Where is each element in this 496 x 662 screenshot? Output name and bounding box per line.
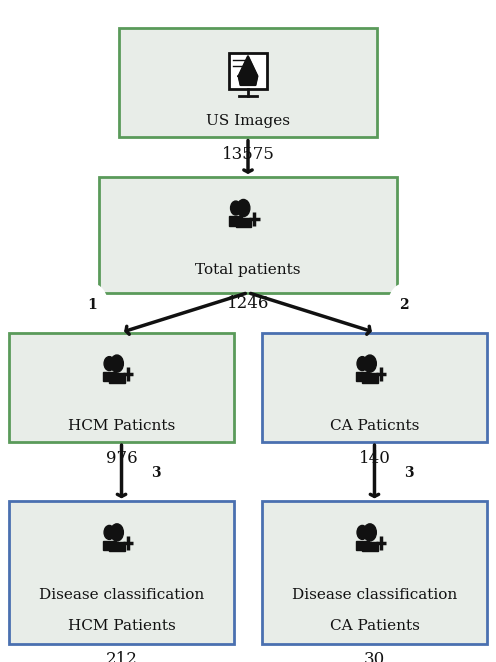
Circle shape	[357, 357, 368, 371]
Circle shape	[357, 526, 368, 540]
Polygon shape	[356, 372, 369, 381]
Circle shape	[394, 453, 424, 493]
FancyBboxPatch shape	[119, 28, 377, 138]
Circle shape	[111, 355, 124, 372]
Text: 3: 3	[151, 466, 161, 481]
Text: Disease classification: Disease classification	[292, 588, 457, 602]
Text: CA Paticnts: CA Paticnts	[330, 419, 419, 433]
Text: HCM Patients: HCM Patients	[67, 620, 176, 634]
Circle shape	[141, 453, 171, 493]
FancyBboxPatch shape	[229, 53, 267, 89]
Polygon shape	[362, 373, 377, 383]
Text: 2: 2	[399, 297, 409, 312]
Polygon shape	[362, 542, 377, 551]
Text: Disease classification: Disease classification	[39, 588, 204, 602]
Text: Total patients: Total patients	[195, 263, 301, 277]
FancyBboxPatch shape	[8, 333, 235, 442]
Circle shape	[77, 285, 107, 324]
Text: 140: 140	[359, 450, 390, 467]
Text: CA Patients: CA Patients	[329, 620, 420, 634]
Circle shape	[237, 199, 250, 216]
Text: 1: 1	[87, 297, 97, 312]
Polygon shape	[109, 542, 124, 551]
Polygon shape	[103, 372, 116, 381]
Circle shape	[104, 526, 115, 540]
Text: 13575: 13575	[222, 146, 274, 163]
Circle shape	[231, 201, 241, 215]
Text: 30: 30	[364, 651, 385, 662]
FancyBboxPatch shape	[262, 333, 487, 442]
Polygon shape	[236, 218, 251, 227]
Polygon shape	[109, 373, 124, 383]
Polygon shape	[356, 541, 369, 550]
Text: HCM Paticnts: HCM Paticnts	[68, 419, 175, 433]
Circle shape	[389, 285, 419, 324]
Text: 976: 976	[106, 450, 137, 467]
FancyBboxPatch shape	[262, 502, 487, 643]
Circle shape	[104, 357, 115, 371]
FancyBboxPatch shape	[99, 177, 397, 293]
Text: 1246: 1246	[227, 295, 269, 312]
Text: US Images: US Images	[206, 114, 290, 128]
Circle shape	[111, 524, 124, 541]
Polygon shape	[239, 56, 257, 85]
Text: 212: 212	[106, 651, 137, 662]
Polygon shape	[229, 216, 243, 226]
Polygon shape	[103, 541, 116, 550]
Text: 3: 3	[404, 466, 414, 481]
FancyBboxPatch shape	[8, 502, 235, 643]
Circle shape	[364, 524, 376, 541]
Circle shape	[364, 355, 376, 372]
